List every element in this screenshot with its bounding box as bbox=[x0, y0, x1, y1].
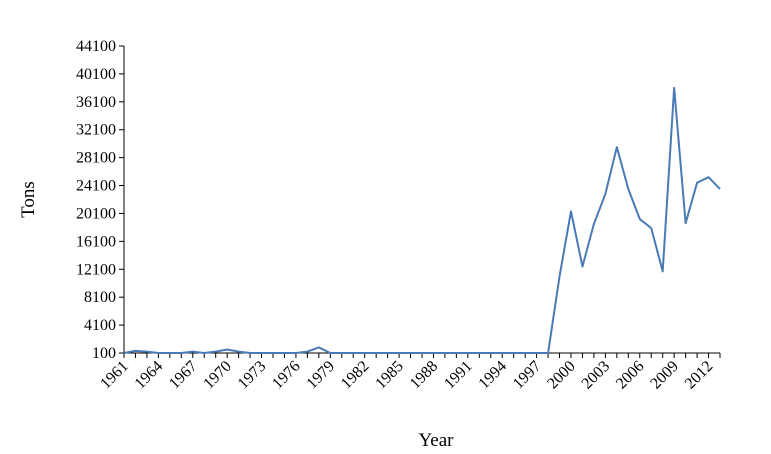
y-tick-label: 4100 bbox=[84, 317, 116, 334]
x-tick-label: 1988 bbox=[407, 358, 442, 393]
x-tick-label: 1976 bbox=[269, 358, 304, 393]
y-tick-label: 32100 bbox=[76, 122, 116, 139]
y-tick-label: 100 bbox=[92, 345, 116, 362]
x-tick-label: 2003 bbox=[579, 358, 614, 393]
x-axis-title: Year bbox=[418, 430, 454, 451]
y-tick-label: 36100 bbox=[76, 94, 116, 111]
series-line bbox=[123, 86, 721, 354]
x-tick-label: 1979 bbox=[303, 358, 338, 393]
y-tick-label: 40100 bbox=[76, 66, 116, 83]
x-tick-label: 1970 bbox=[200, 358, 235, 393]
y-tick-label: 28100 bbox=[76, 150, 116, 167]
x-tick-label: 1982 bbox=[338, 358, 373, 393]
x-tick-label: 1967 bbox=[166, 358, 201, 393]
x-tick-label: 1964 bbox=[132, 358, 167, 393]
y-tick-label: 20100 bbox=[76, 205, 116, 222]
x-tick-label: 1991 bbox=[441, 358, 476, 393]
x-tick-label: 2000 bbox=[544, 358, 579, 393]
y-tick-label: 8100 bbox=[84, 289, 116, 306]
y-tick-label: 44100 bbox=[76, 38, 116, 55]
y-tick-label: 12100 bbox=[76, 261, 116, 278]
x-tick-label: 1985 bbox=[372, 358, 407, 393]
series-group bbox=[123, 86, 721, 354]
y-axis-ticks: 100 4100 8100 12100 16100 20100 24100 28100 3210… bbox=[76, 38, 124, 362]
x-tick-label: 1997 bbox=[510, 358, 545, 393]
x-tick-label: 1994 bbox=[475, 358, 510, 393]
y-tick-label: 24100 bbox=[76, 178, 116, 195]
x-tick-label: 2012 bbox=[682, 358, 717, 393]
y-axis-title: Tons bbox=[18, 181, 39, 218]
y-tick-label: 16100 bbox=[76, 233, 116, 250]
x-tick-label: 1961 bbox=[97, 358, 132, 393]
x-tick-label: 2009 bbox=[647, 358, 682, 393]
x-tick-label: 1973 bbox=[235, 358, 270, 393]
x-axis-ticks: 1961 1964 1967 1970 1973 1976 1979 1982 1985 1988… bbox=[97, 353, 721, 393]
x-tick-label: 2006 bbox=[613, 358, 648, 393]
